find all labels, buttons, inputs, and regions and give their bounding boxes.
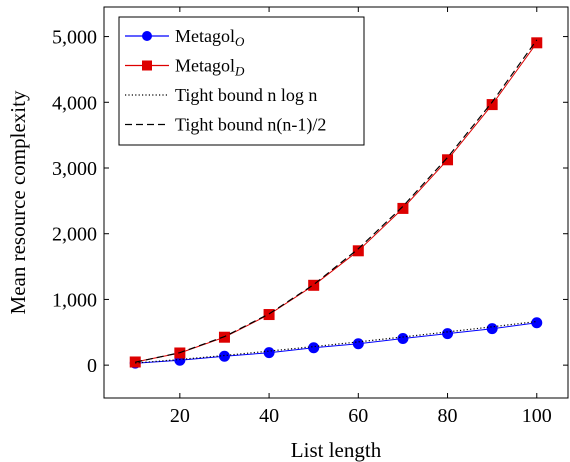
plot-area (129, 37, 543, 369)
x-tick-label: 80 (438, 405, 458, 427)
y-tick-label: 5,000 (52, 27, 97, 49)
series-line-metagol-o (135, 322, 537, 364)
x-tick-label: 100 (522, 405, 552, 427)
legend-label: MetagolD (175, 56, 245, 79)
x-tick-label: 40 (259, 405, 279, 427)
point-metagol-o (442, 328, 454, 340)
legend-label-subscript: O (235, 34, 245, 49)
y-tick-label: 1,000 (52, 289, 97, 311)
axes-frame (103, 6, 569, 399)
x-axis-label: List length (291, 438, 382, 462)
axis-ticks: 20 40 60 80 100 0 1,000 2,000 3,000 4,000 5,000 (52, 7, 568, 427)
legend: MetagolO MetagolD Tight bound n log n Tight… (118, 16, 365, 146)
legend-marker (142, 31, 152, 41)
point-metagol-d (397, 202, 409, 214)
point-metagol-o (531, 317, 543, 329)
y-axis-label: Mean resource complexity (6, 90, 30, 314)
series-line-tight-bound-n-log-n (135, 320, 537, 364)
y-tick-label: 3,000 (52, 158, 97, 180)
point-metagol-o (308, 342, 320, 354)
legend-label: Tight bound n(n-1)/2 (175, 115, 326, 136)
x-tick-label: 60 (348, 405, 368, 427)
point-metagol-d (352, 245, 364, 257)
point-metagol-d (308, 279, 320, 291)
point-metagol-o (486, 323, 498, 335)
point-metagol-d (442, 154, 454, 166)
point-metagol-d (531, 37, 543, 49)
legend-marker (142, 60, 152, 71)
legend-label: MetagolO (175, 26, 245, 49)
legend-label: Tight bound n log n (175, 85, 317, 105)
point-metagol-d (486, 99, 498, 111)
y-tick-label: 0 (87, 355, 97, 377)
point-metagol-o (352, 338, 364, 350)
y-tick-label: 2,000 (52, 224, 97, 246)
point-metagol-d (263, 309, 275, 321)
legend-box (118, 16, 365, 146)
point-metagol-o (263, 347, 275, 359)
series-line-tight-bound-n-n-1-2 (135, 39, 538, 363)
x-tick-label: 20 (170, 405, 190, 427)
y-tick-label: 4,000 (52, 92, 97, 114)
legend-label-subscript: D (234, 64, 245, 79)
point-metagol-o (218, 350, 230, 362)
point-metagol-o (397, 333, 409, 345)
